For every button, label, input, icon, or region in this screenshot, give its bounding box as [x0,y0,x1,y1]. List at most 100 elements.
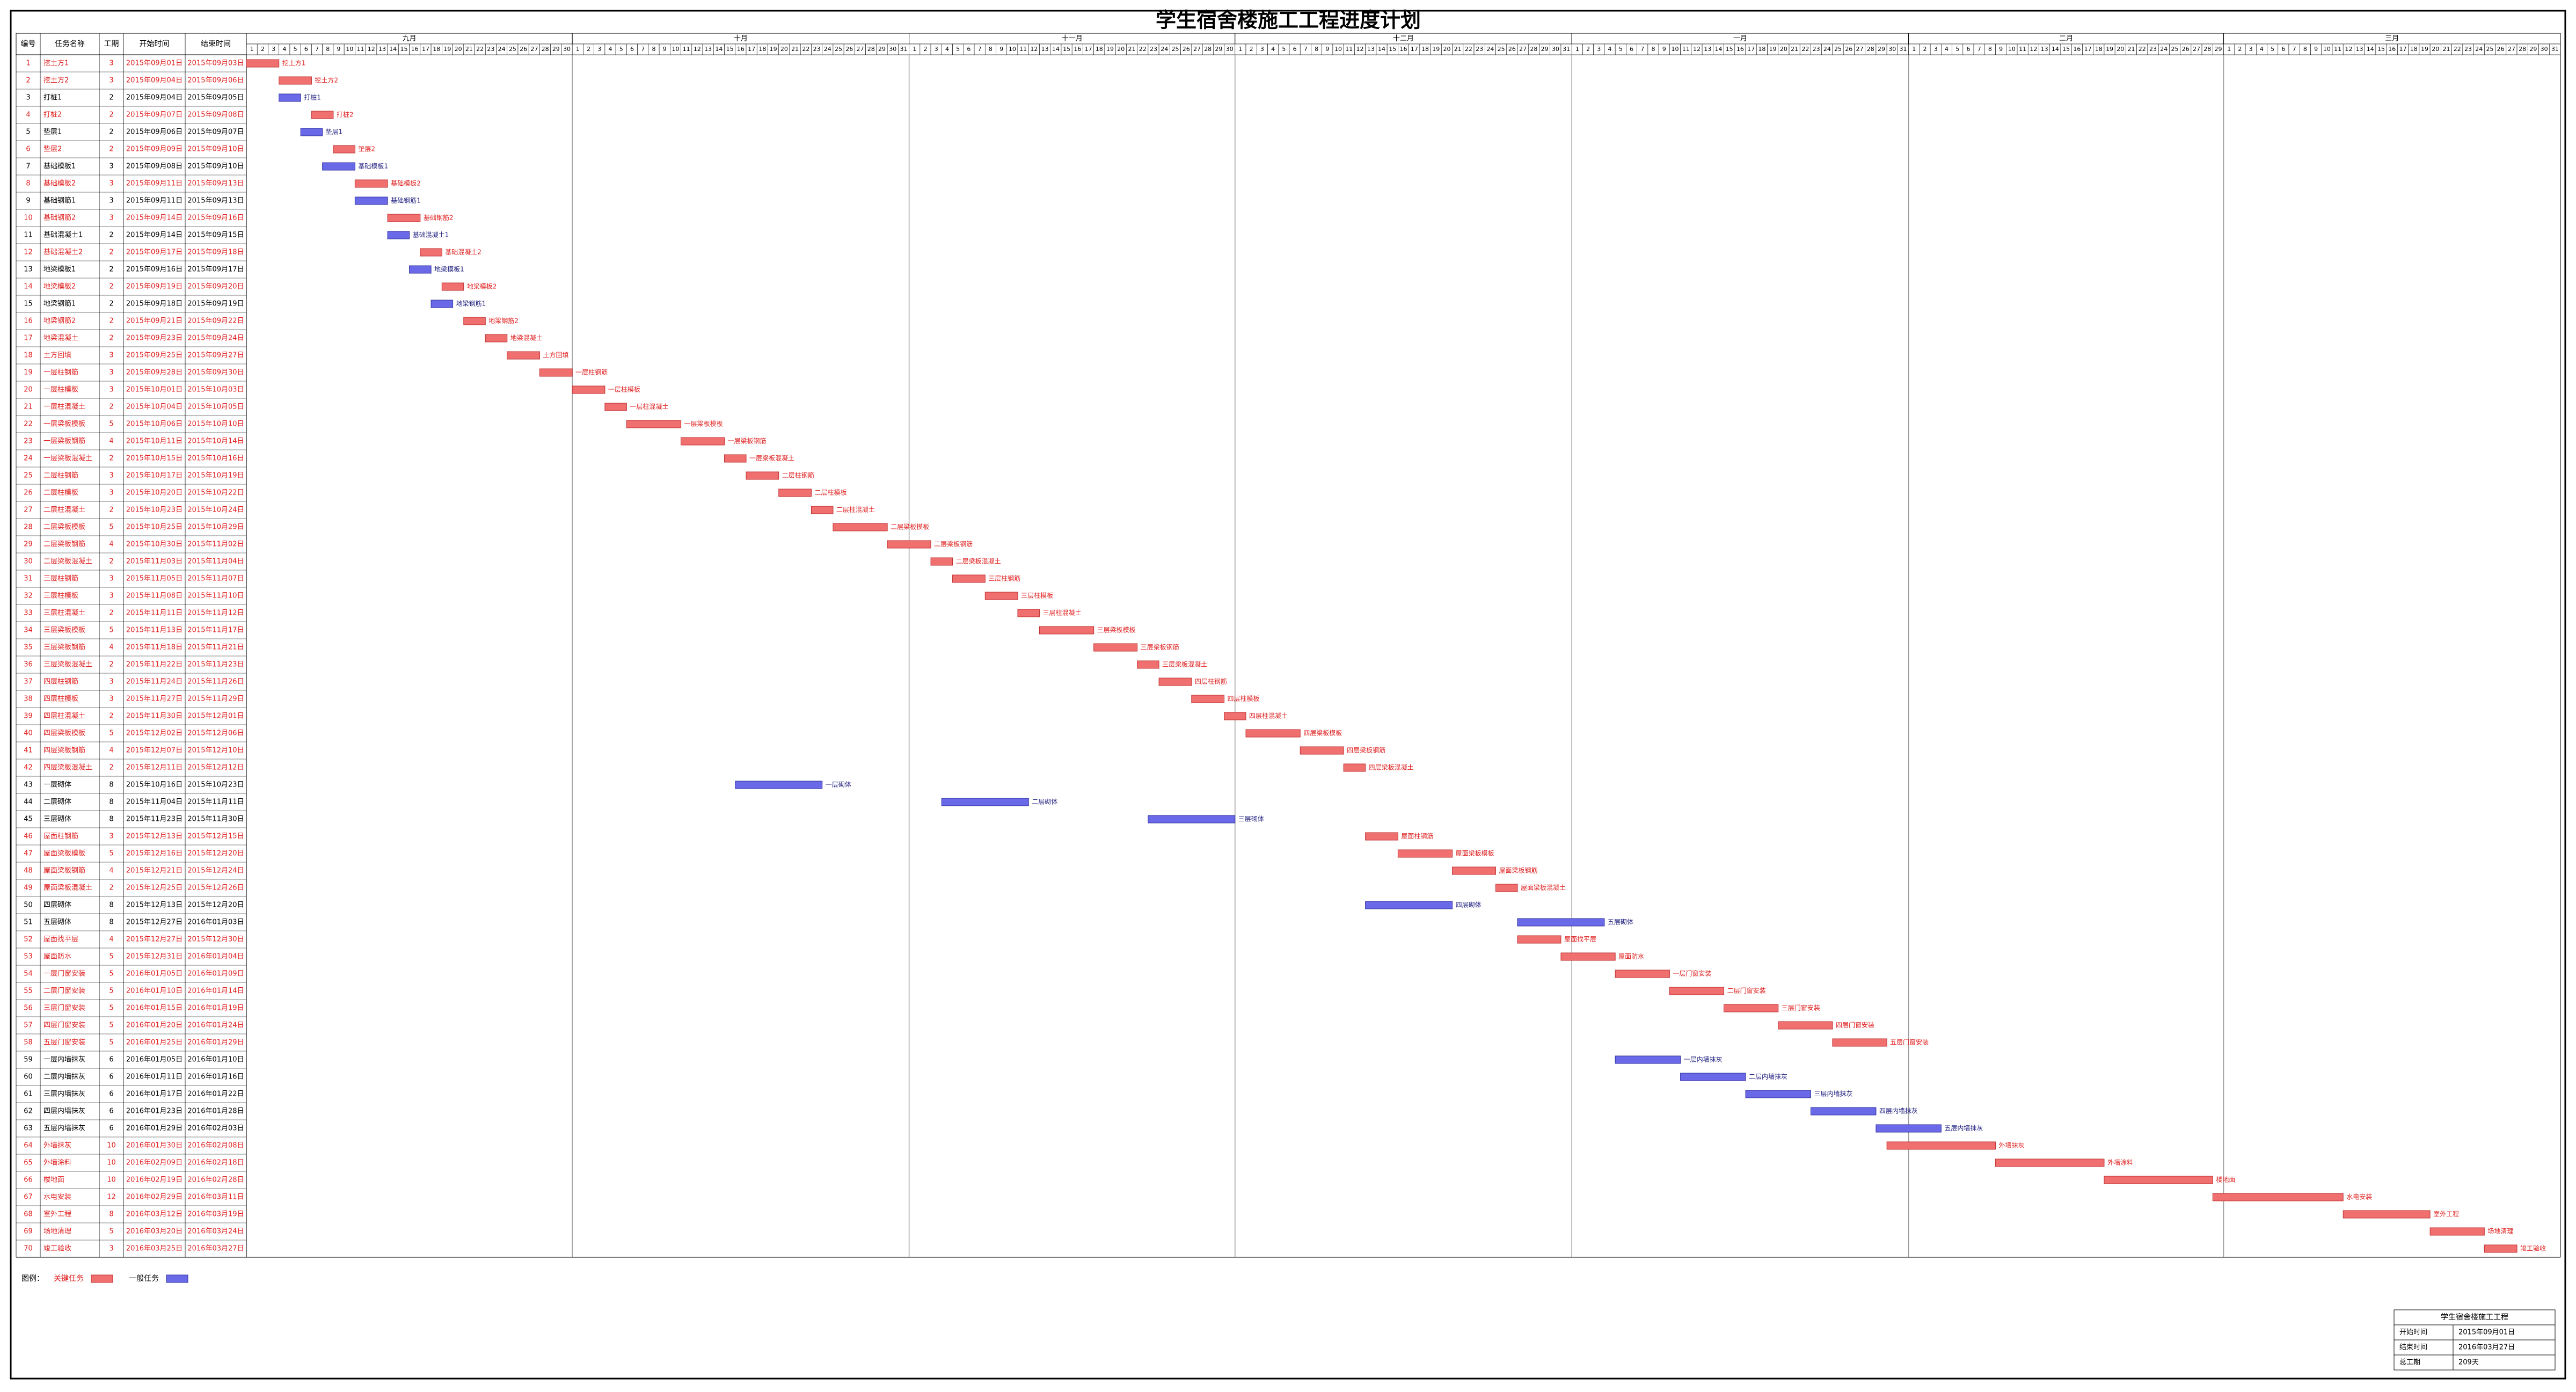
task-name: 水电安装 [43,1193,71,1201]
task-name: 一层柱混凝土 [43,403,85,411]
day-label: 18 [1096,46,1103,53]
task-start: 2016年01月30日 [126,1142,183,1150]
day-label: 24 [498,46,506,53]
day-label: 16 [2073,46,2081,53]
bar-label: 三层砌体 [1238,815,1264,823]
task-bar [1517,918,1605,927]
task-id: 46 [24,833,33,841]
task-duration: 2 [109,317,113,325]
day-label: 15 [2377,46,2385,53]
task-duration: 3 [109,575,113,583]
task-duration: 3 [109,197,113,205]
task-id: 50 [24,901,33,909]
task-bar [1724,1004,1779,1012]
task-id: 23 [24,438,33,446]
bar-label: 打桩2 [337,111,354,119]
bar-label: 四层柱模板 [1228,695,1260,703]
task-bar [279,76,312,85]
task-start: 2016年01月29日 [126,1125,183,1133]
day-label: 20 [780,46,788,53]
task-id: 11 [24,231,33,239]
task-name: 垫层1 [43,128,62,136]
legend-normal-swatch [166,1274,188,1283]
task-end: 2016年02月18日 [187,1159,244,1167]
task-id: 25 [24,472,33,480]
task-bar [354,179,388,188]
task-duration: 2 [109,558,113,566]
task-duration: 8 [109,815,113,823]
bar-label: 基础钢筋2 [424,214,454,222]
day-label: 25 [1171,46,1179,53]
task-duration: 3 [109,592,113,600]
task-start: 2016年01月05日 [126,1056,183,1064]
task-id: 28 [24,523,33,531]
bar-label: 一层梁板混凝土 [749,454,794,462]
task-duration: 2 [109,249,113,257]
day-label: 28 [1204,46,1212,53]
task-start: 2016年01月05日 [126,970,183,978]
task-id: 43 [24,781,33,789]
day-label: 21 [1454,46,1462,53]
task-bar [1876,1124,1942,1133]
day-label: 16 [1736,46,1744,53]
task-start: 2015年10月01日 [126,386,183,394]
task-start: 2015年10月25日 [126,523,183,531]
day-label: 7 [641,46,645,53]
task-id: 30 [24,558,33,566]
task-start: 2015年10月30日 [126,541,183,549]
day-label: 31 [1563,46,1570,53]
task-duration: 5 [109,987,113,995]
task-id: 3 [26,94,30,102]
task-bar [2104,1176,2213,1184]
task-bar [300,128,323,136]
task-id: 49 [24,884,33,892]
day-label: 25 [509,46,516,53]
task-start: 2015年12月31日 [126,953,183,961]
task-bar [311,111,334,119]
day-label: 23 [1476,46,1483,53]
day-label: 9 [663,46,667,53]
task-id: 39 [24,712,33,720]
task-id: 66 [24,1176,33,1184]
day-label: 22 [1801,46,1809,53]
month-label: 二月 [2059,35,2073,43]
day-label: 2 [261,46,265,53]
task-bar [387,214,421,222]
task-end: 2015年12月30日 [187,936,244,944]
bar-label: 四层柱钢筋 [1195,677,1227,686]
task-duration: 2 [109,111,113,119]
task-duration: 3 [109,163,113,171]
day-label: 4 [1271,46,1275,53]
task-id: 68 [24,1211,33,1219]
task-start: 2015年10月06日 [126,420,183,428]
info-title: 学生宿舍楼施工工程 [2441,1313,2508,1322]
task-start: 2016年03月25日 [126,1245,183,1253]
task-end: 2015年09月06日 [187,77,244,85]
task-name: 三层柱模板 [43,592,78,600]
task-duration: 5 [109,730,113,738]
task-duration: 2 [109,231,113,239]
task-start: 2015年12月07日 [126,747,183,755]
task-bar [941,798,1029,806]
task-id: 17 [24,334,33,342]
task-id: 34 [24,626,33,635]
task-bar [984,592,1018,600]
task-id: 19 [24,369,33,377]
task-id: 22 [24,420,33,428]
day-label: 2 [1250,46,1253,53]
day-label: 19 [2106,46,2113,53]
task-id: 4 [26,111,30,119]
day-label: 10 [2323,46,2331,53]
task-name: 五层砌体 [43,919,71,927]
bar-label: 地梁模板1 [434,265,464,273]
task-start: 2015年09月19日 [126,283,183,291]
task-end: 2015年09月08日 [187,111,244,119]
task-bar [1669,987,1725,995]
task-end: 2015年10月05日 [187,403,244,411]
task-name: 二层柱模板 [43,489,78,497]
task-id: 12 [24,249,33,257]
legend-normal-label: 一般任务 [129,1274,159,1283]
task-end: 2016年01月14日 [187,987,244,995]
task-bar [1995,1158,2105,1167]
task-start: 2015年09月17日 [126,249,183,257]
